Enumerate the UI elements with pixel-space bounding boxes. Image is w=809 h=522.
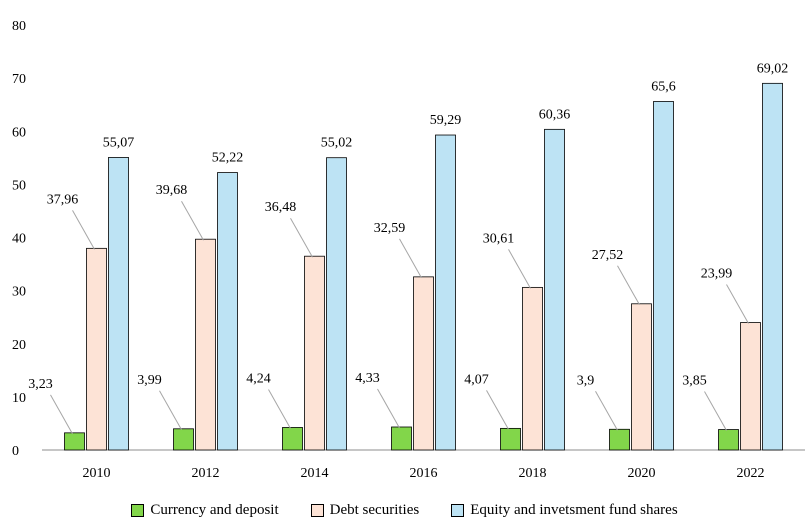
data-label: 55,02	[321, 136, 353, 151]
x-tick-label: 2012	[192, 466, 220, 481]
y-tick-label: 10	[12, 391, 26, 406]
data-label: 27,52	[592, 248, 624, 263]
x-tick-label: 2020	[628, 466, 656, 481]
bar	[631, 303, 652, 451]
leader-line	[726, 284, 749, 324]
bar	[304, 255, 325, 451]
data-label: 55,07	[103, 135, 135, 150]
data-label: 59,29	[430, 113, 462, 128]
data-label: 69,02	[757, 61, 789, 76]
legend-item-equity: Equity and invetsment fund shares	[451, 501, 678, 519]
data-label: 4,33	[355, 371, 380, 386]
data-label: 3,99	[137, 373, 162, 388]
leader-line	[268, 389, 291, 429]
leader-line	[704, 391, 727, 431]
x-tick-label: 2018	[519, 466, 547, 481]
legend-swatch-equity	[451, 503, 465, 517]
legend-item-debt: Debt securities	[310, 501, 420, 519]
data-label: 3,85	[682, 374, 707, 389]
leader-line	[617, 265, 640, 306]
x-tick-label: 2010	[83, 466, 111, 481]
chart-legend: Currency and deposit Debt securities Equ…	[0, 498, 809, 522]
legend-label-debt: Debt securities	[329, 501, 420, 518]
bar	[653, 101, 674, 451]
leader-line	[72, 210, 95, 250]
bar	[282, 427, 303, 451]
data-label: 39,68	[156, 183, 188, 198]
data-label: 36,48	[265, 200, 297, 215]
x-tick-label: 2016	[410, 466, 438, 481]
bar	[740, 322, 761, 451]
y-tick-label: 60	[12, 125, 26, 140]
data-label: 3,23	[28, 377, 53, 392]
y-tick-label: 20	[12, 338, 26, 353]
leader-line	[377, 388, 400, 429]
bar	[391, 426, 412, 451]
leader-line	[290, 217, 313, 258]
legend-item-currency: Currency and deposit	[131, 501, 279, 519]
y-tick-label: 50	[12, 178, 26, 193]
leader-line	[181, 200, 204, 241]
data-label: 4,07	[464, 372, 489, 387]
leader-line	[50, 394, 73, 435]
data-label: 37,96	[47, 192, 79, 207]
data-label: 60,36	[539, 107, 571, 122]
bar	[609, 428, 630, 451]
bar	[500, 427, 521, 451]
bar	[762, 82, 783, 451]
bar	[108, 157, 129, 451]
data-label: 3,9	[577, 373, 595, 388]
leader-line	[399, 238, 422, 279]
leader-line	[595, 391, 618, 431]
bar	[522, 286, 543, 451]
bar	[195, 238, 216, 451]
data-label: 52,22	[212, 151, 244, 166]
bar	[435, 134, 456, 451]
data-label: 30,61	[483, 231, 515, 246]
data-label: 32,59	[374, 221, 406, 236]
bar	[718, 429, 739, 451]
legend-label-equity: Equity and invetsment fund shares	[470, 501, 678, 518]
x-tick-label: 2014	[301, 466, 329, 481]
y-tick-label: 40	[12, 232, 26, 247]
y-tick-label: 80	[12, 19, 26, 34]
bar	[544, 128, 565, 451]
y-tick-label: 0	[12, 444, 19, 459]
y-tick-label: 30	[12, 285, 26, 300]
bar	[326, 157, 347, 451]
leader-line	[159, 390, 182, 431]
bar	[413, 276, 434, 451]
data-label: 23,99	[701, 267, 733, 282]
data-label: 65,6	[651, 80, 676, 95]
bar	[173, 428, 194, 451]
bar	[86, 247, 107, 451]
legend-swatch-currency	[131, 503, 145, 517]
x-tick-label: 2022	[737, 466, 765, 481]
leader-line	[508, 249, 531, 289]
legend-label-currency: Currency and deposit	[150, 501, 279, 518]
data-label: 4,24	[246, 371, 271, 386]
leader-line	[486, 390, 509, 430]
bar	[64, 432, 85, 451]
bar	[217, 172, 238, 451]
y-tick-label: 70	[12, 72, 26, 87]
legend-swatch-debt	[310, 503, 324, 517]
